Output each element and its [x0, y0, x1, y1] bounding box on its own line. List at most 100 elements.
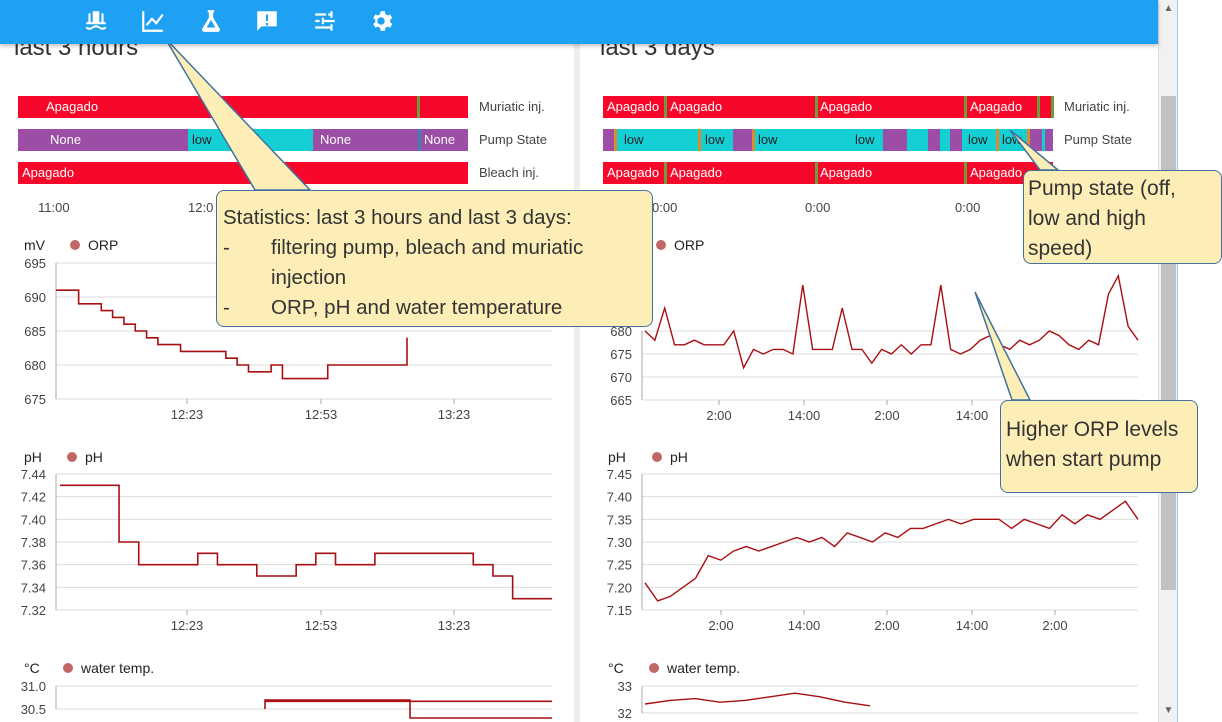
- y-tick-label: 665: [610, 393, 632, 408]
- statistics-callout-item: injection: [271, 266, 347, 289]
- legend-dot: [70, 240, 80, 250]
- x-tick-label: 2:00: [874, 408, 899, 423]
- bleach-bar: [18, 162, 468, 184]
- pump-none-segment: [603, 129, 617, 151]
- pool-icon[interactable]: [83, 8, 109, 34]
- event-marker: [964, 162, 967, 184]
- y-tick-label: 7.20: [607, 580, 632, 595]
- y-tick-label: 670: [610, 370, 632, 385]
- event-marker: [1037, 96, 1040, 118]
- unit-label: °C: [24, 660, 40, 676]
- statistics-charts: Apagado None low None None Apagado Muriatic in…: [18, 37, 1139, 721]
- scroll-down-icon[interactable]: ▼: [1163, 705, 1174, 716]
- pump-none-segment: [928, 129, 940, 151]
- state-label: Apagado: [22, 165, 74, 180]
- state-label: low: [192, 132, 212, 147]
- y-tick-label: 7.38: [21, 535, 46, 550]
- x-tick-label: 12:23: [171, 407, 204, 422]
- state-label: Apagado: [670, 99, 722, 114]
- pump-none-segment: [313, 129, 418, 151]
- legend-label: pH: [85, 449, 103, 465]
- state-row-label: Muriatic inj.: [1064, 99, 1130, 114]
- pump-none-segment: [418, 129, 468, 151]
- state-label: low: [968, 132, 988, 147]
- settings-icon[interactable]: [368, 8, 394, 34]
- state-label: low: [855, 132, 875, 147]
- pump-none-segment: [883, 129, 907, 151]
- pump-none-segment: [733, 129, 753, 151]
- state-label: Apagado: [820, 99, 872, 114]
- state-row-label: Muriatic inj.: [479, 99, 545, 114]
- statistics-callout-item: - filtering pump, bleach and muriatic: [223, 236, 584, 259]
- muriatic-bar: [18, 96, 468, 118]
- event-marker: [1051, 96, 1054, 118]
- x-tick-label: 12:53: [305, 618, 338, 633]
- unit-label: mV: [24, 237, 46, 253]
- state-label: Apagado: [670, 165, 722, 180]
- state-label: Apagado: [970, 165, 1022, 180]
- y-tick-label: 7.42: [21, 490, 46, 505]
- y-tick-label: 31.0: [21, 679, 46, 694]
- series-line: [56, 289, 408, 380]
- unit-label: pH: [608, 449, 626, 465]
- window-edge: [1177, 0, 1222, 722]
- event-marker: [752, 129, 755, 151]
- y-tick-label: 7.40: [21, 512, 46, 527]
- series-line: [644, 692, 871, 707]
- legend-dot: [67, 452, 77, 462]
- state-label: None: [320, 132, 351, 147]
- x-tick-label: 14:00: [956, 408, 989, 423]
- x-tick-label: 14:00: [788, 618, 821, 633]
- x-tick-label: 13:23: [438, 618, 471, 633]
- y-tick-label: 7.15: [607, 603, 632, 618]
- orp-callout-line: when start pump: [1006, 448, 1162, 471]
- legend-label: ORP: [88, 237, 118, 253]
- orp-callout: Higher ORP levels when start pump: [1000, 400, 1198, 493]
- panel-divider: [574, 44, 580, 722]
- time-tick: 11:00: [38, 200, 70, 215]
- event-marker: [664, 96, 667, 118]
- scroll-up-icon[interactable]: ▲: [1163, 3, 1174, 14]
- series-line: [60, 484, 552, 600]
- statistics-callout: Statistics: last 3 hours and last 3 days…: [216, 190, 653, 327]
- y-tick-label: 32: [618, 706, 632, 721]
- state-label: Apagado: [46, 99, 98, 114]
- state-label: low: [624, 132, 644, 147]
- state-label: Apagado: [607, 165, 659, 180]
- state-label: low: [705, 132, 725, 147]
- callout-pointer: [974, 291, 1032, 401]
- x-tick-label: 13:23: [438, 407, 471, 422]
- flask-icon[interactable]: [198, 8, 224, 34]
- pump-none-segment: [1030, 129, 1042, 151]
- unit-label: °C: [608, 660, 624, 676]
- x-tick-label: 12:53: [305, 407, 338, 422]
- pump-state-callout: Pump state (off, low and high speed): [1023, 170, 1222, 264]
- x-tick-label: 14:00: [956, 618, 989, 633]
- y-tick-label: 695: [24, 256, 46, 271]
- legend-dot: [652, 452, 662, 462]
- pump-none-segment: [18, 129, 188, 151]
- event-marker: [698, 129, 701, 151]
- event-marker: [964, 96, 967, 118]
- chart-icon[interactable]: [140, 8, 166, 34]
- series-line: [644, 273, 1139, 370]
- scrollbar[interactable]: ▲ ▼: [1158, 0, 1178, 722]
- unit-label: pH: [24, 449, 42, 465]
- event-marker: [417, 96, 420, 118]
- tune-icon[interactable]: [312, 8, 338, 34]
- state-label: Apagado: [970, 99, 1022, 114]
- state-label: None: [50, 132, 81, 147]
- event-marker: [1027, 129, 1030, 151]
- series-line: [644, 500, 1139, 602]
- y-tick-label: 7.44: [21, 467, 46, 482]
- x-tick-label: 2:00: [706, 408, 731, 423]
- y-tick-label: 7.30: [607, 535, 632, 550]
- feedback-icon[interactable]: [254, 8, 280, 34]
- x-tick-label: 14:00: [788, 408, 821, 423]
- event-marker: [815, 96, 818, 118]
- legend-dot: [649, 663, 659, 673]
- y-tick-label: 7.35: [607, 512, 632, 527]
- x-tick-label: 2:00: [874, 618, 899, 633]
- y-tick-label: 680: [24, 358, 46, 373]
- event-marker: [996, 129, 999, 151]
